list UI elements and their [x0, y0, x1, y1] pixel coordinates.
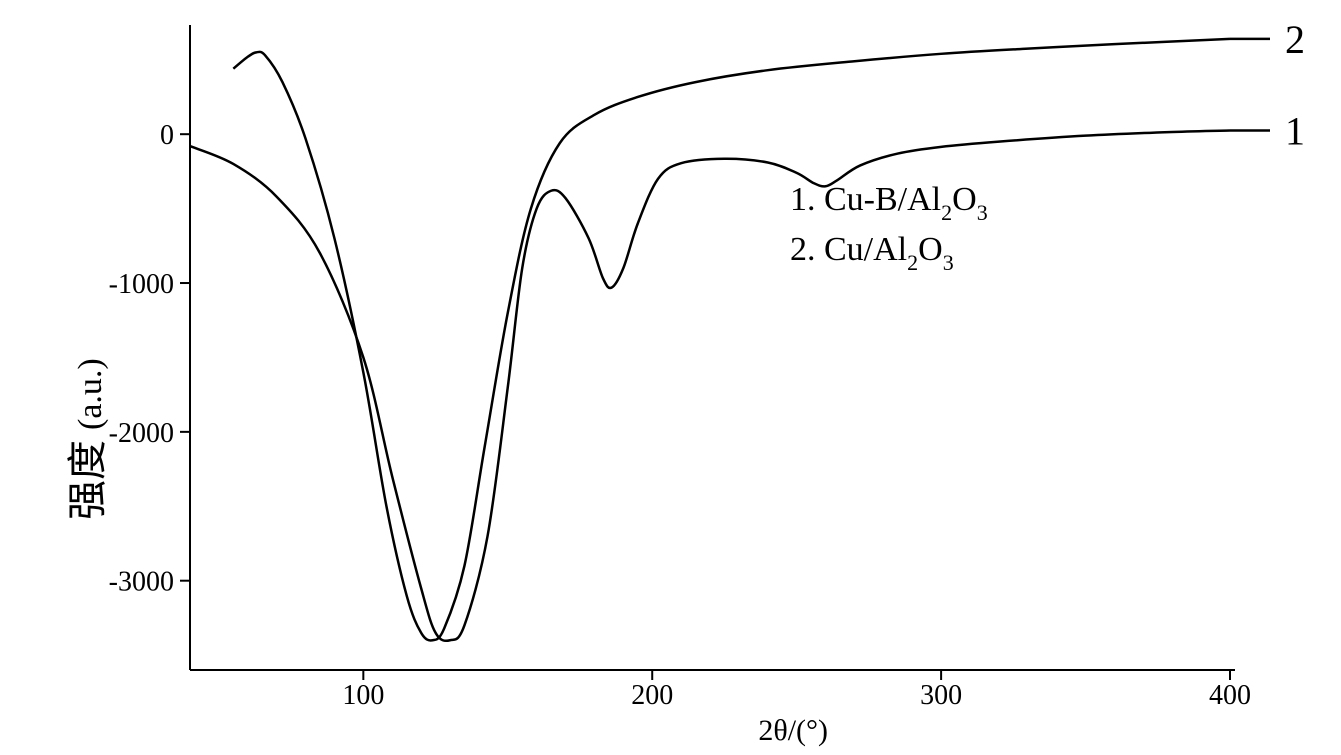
y-tick-label: -2000 [109, 418, 174, 449]
x-axis-label: 2θ/(°) [758, 714, 828, 747]
y-tick-label: -1000 [109, 269, 174, 300]
chart-svg: 0 -1000 -2000 -3000 100 200 300 400 2θ/(°) 1 2 1. C… [0, 0, 1341, 755]
series-end-label-1: 1 [1285, 108, 1305, 153]
x-tick-label: 100 [342, 680, 384, 711]
y-axis-label-cn: 强度 [65, 440, 110, 520]
y-tick-label: -3000 [109, 567, 174, 598]
series-line-1 [190, 130, 1230, 640]
legend-item-1: 1. Cu-B/Al2O3 [790, 181, 988, 225]
tpr-chart: 0 -1000 -2000 -3000 100 200 300 400 2θ/(°) 1 2 1. C… [0, 0, 1341, 755]
series-end-label-2: 2 [1285, 17, 1305, 62]
x-tick-label: 300 [920, 680, 962, 711]
series-line-2 [233, 39, 1230, 641]
y-axis-label: 强度 (a.u.) [55, 358, 113, 520]
legend-item-2: 2. Cu/Al2O3 [790, 231, 954, 275]
x-tick-label: 400 [1209, 680, 1251, 711]
y-axis-label-unit: (a.u.) [72, 358, 109, 430]
y-tick-label: 0 [160, 120, 174, 151]
x-tick-label: 200 [631, 680, 673, 711]
